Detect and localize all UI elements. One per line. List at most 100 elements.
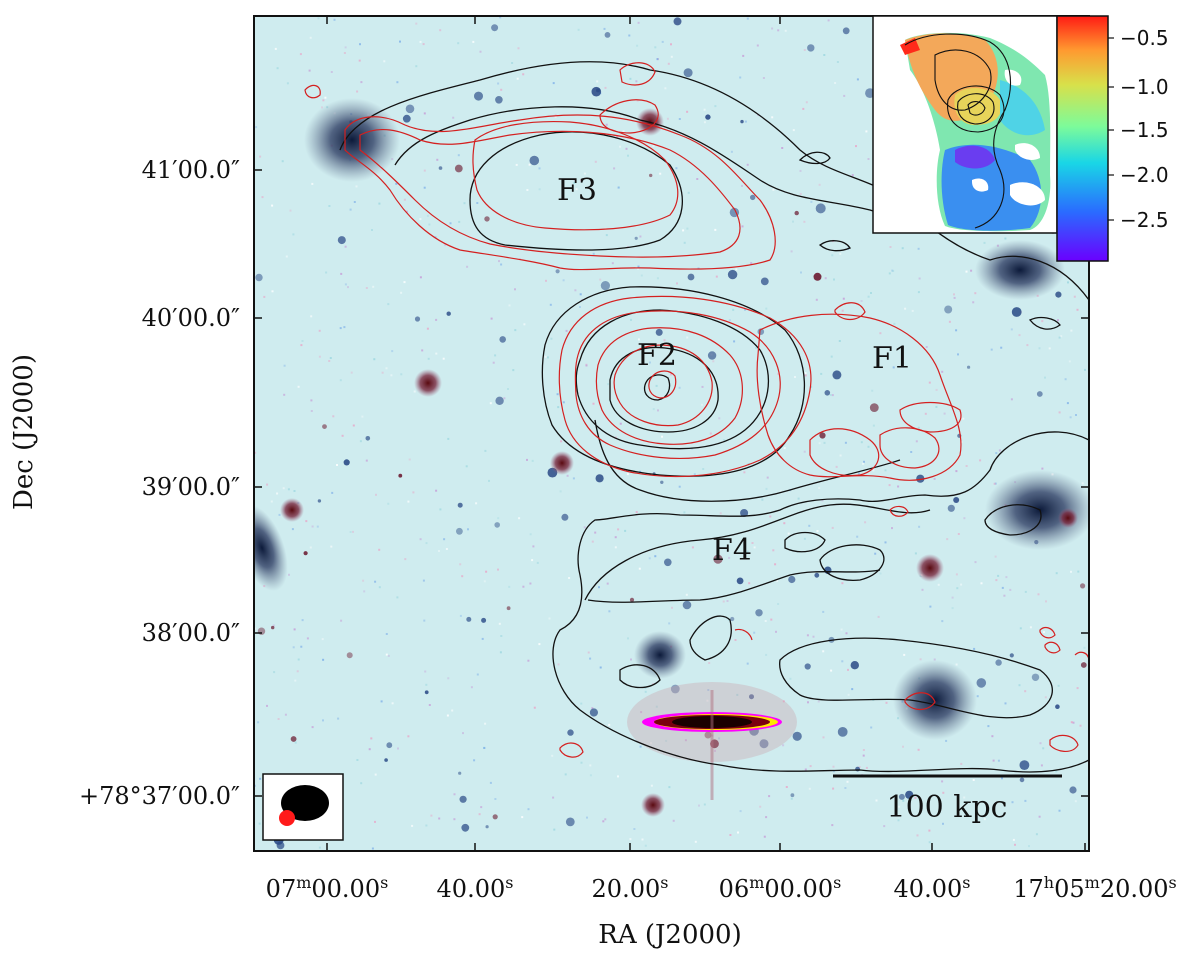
- background-source: [804, 663, 811, 670]
- noise-speckle: [780, 489, 783, 492]
- noise-speckle: [761, 498, 764, 501]
- noise-speckle: [434, 236, 437, 239]
- noise-speckle: [523, 323, 526, 326]
- background-source: [813, 272, 822, 281]
- dec-tick-4: 38′00.0″: [142, 619, 240, 647]
- noise-speckle: [803, 450, 806, 453]
- noise-speckle: [983, 241, 986, 244]
- noise-speckle: [1048, 347, 1051, 350]
- noise-speckle: [372, 285, 375, 288]
- noise-speckle: [682, 229, 685, 232]
- noise-speckle: [594, 160, 597, 163]
- noise-speckle: [933, 477, 936, 480]
- background-source: [1069, 786, 1077, 794]
- noise-speckle: [870, 726, 873, 729]
- noise-speckle: [841, 660, 844, 663]
- noise-speckle: [527, 659, 530, 662]
- inset-purple-patch: [955, 145, 995, 169]
- noise-speckle: [802, 107, 805, 110]
- noise-speckle: [670, 373, 672, 376]
- noise-speckle: [683, 241, 686, 244]
- noise-speckle: [736, 693, 739, 696]
- noise-speckle: [1066, 402, 1069, 405]
- noise-speckle: [822, 650, 825, 653]
- noise-speckle: [832, 765, 835, 768]
- noise-speckle: [545, 279, 547, 282]
- noise-speckle: [375, 493, 377, 496]
- inset-contours: [904, 33, 1011, 229]
- noise-speckle: [390, 374, 393, 377]
- noise-speckle: [291, 528, 294, 531]
- noise-speckle: [552, 796, 555, 799]
- noise-speckle: [654, 46, 657, 49]
- background-source: [850, 661, 859, 670]
- noise-speckle: [792, 220, 794, 223]
- background-source: [807, 44, 815, 52]
- noise-speckle: [599, 278, 602, 281]
- noise-speckle: [822, 736, 825, 739]
- noise-speckle: [556, 393, 559, 396]
- noise-speckle: [1003, 594, 1006, 597]
- noise-speckle: [925, 346, 928, 348]
- noise-speckle: [476, 202, 479, 204]
- noise-speckle: [839, 454, 842, 457]
- noise-speckle: [270, 500, 273, 503]
- noise-speckle: [655, 705, 658, 708]
- noise-speckle: [343, 52, 346, 54]
- noise-speckle: [452, 116, 455, 119]
- noise-speckle: [1026, 344, 1029, 347]
- noise-speckle: [827, 19, 830, 22]
- noise-speckle: [935, 388, 938, 391]
- noise-speckle: [259, 155, 262, 158]
- inset-hole-1: [1004, 69, 1022, 86]
- noise-speckle: [337, 717, 340, 720]
- noise-speckle: [400, 291, 403, 294]
- background-source: [760, 277, 769, 286]
- background-source: [317, 499, 322, 503]
- noise-speckle: [772, 188, 775, 191]
- noise-speckle: [691, 546, 694, 549]
- noise-speckle: [404, 558, 407, 561]
- noise-speckle: [531, 459, 534, 462]
- noise-speckle: [686, 227, 689, 230]
- noise-speckle: [728, 556, 731, 559]
- noise-speckle: [1018, 334, 1021, 337]
- noise-speckle: [775, 630, 777, 633]
- noise-speckle: [945, 739, 948, 742]
- noise-speckle: [953, 296, 956, 299]
- noise-speckle: [343, 326, 346, 329]
- noise-speckle: [607, 383, 610, 386]
- noise-speckle: [300, 344, 303, 347]
- noise-speckle: [1045, 600, 1047, 603]
- noise-speckle: [362, 579, 365, 582]
- noise-speckle: [508, 304, 511, 307]
- noise-speckle: [619, 145, 622, 148]
- noise-speckle: [992, 759, 995, 762]
- noise-speckle: [391, 702, 394, 705]
- noise-speckle: [784, 29, 787, 32]
- noise-speckle: [560, 440, 563, 443]
- noise-speckle: [549, 303, 552, 306]
- noise-speckle: [266, 483, 269, 486]
- noise-speckle: [955, 663, 958, 666]
- noise-speckle: [821, 499, 824, 502]
- noise-speckle: [309, 546, 312, 549]
- noise-speckle: [994, 555, 997, 558]
- noise-speckle: [744, 120, 747, 123]
- background-source: [591, 86, 602, 97]
- noise-speckle: [453, 793, 456, 796]
- red-galaxy-2: [280, 498, 304, 522]
- background-source: [499, 336, 507, 343]
- noise-speckle: [1082, 660, 1085, 663]
- colorbar-tick-2: −1.0: [1120, 75, 1169, 99]
- noise-speckle: [983, 818, 986, 821]
- noise-speckle: [650, 742, 652, 745]
- noise-speckle: [718, 737, 721, 740]
- background-source: [456, 527, 463, 535]
- noise-speckle: [1019, 627, 1022, 630]
- noise-speckle: [316, 525, 319, 528]
- noise-speckle: [391, 350, 394, 353]
- noise-speckle: [276, 67, 279, 70]
- noise-speckle: [629, 77, 632, 80]
